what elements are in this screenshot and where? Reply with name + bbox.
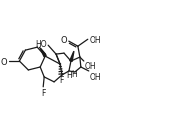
Text: F: F — [59, 76, 63, 85]
Polygon shape — [40, 48, 46, 57]
Text: H: H — [71, 70, 77, 79]
Text: F: F — [41, 89, 45, 98]
Text: O: O — [1, 58, 8, 66]
Text: H: H — [66, 71, 72, 80]
Text: OH: OH — [85, 62, 96, 71]
Text: OH: OH — [90, 36, 101, 45]
Text: OH: OH — [90, 73, 101, 82]
Text: O: O — [60, 36, 67, 45]
Polygon shape — [70, 51, 74, 61]
Text: HO: HO — [36, 40, 47, 49]
